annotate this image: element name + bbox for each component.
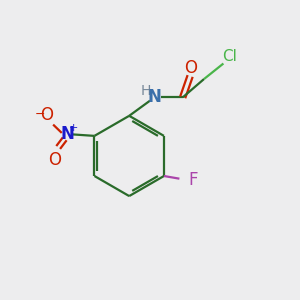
Text: N: N [60,125,74,143]
Text: O: O [184,59,197,77]
Text: +: + [69,123,78,133]
Text: F: F [188,171,197,189]
Text: N: N [148,88,161,106]
Text: O: O [48,151,61,169]
Text: Cl: Cl [223,50,237,64]
Text: −: − [34,108,45,121]
Text: O: O [40,106,53,124]
Text: H: H [140,84,151,98]
